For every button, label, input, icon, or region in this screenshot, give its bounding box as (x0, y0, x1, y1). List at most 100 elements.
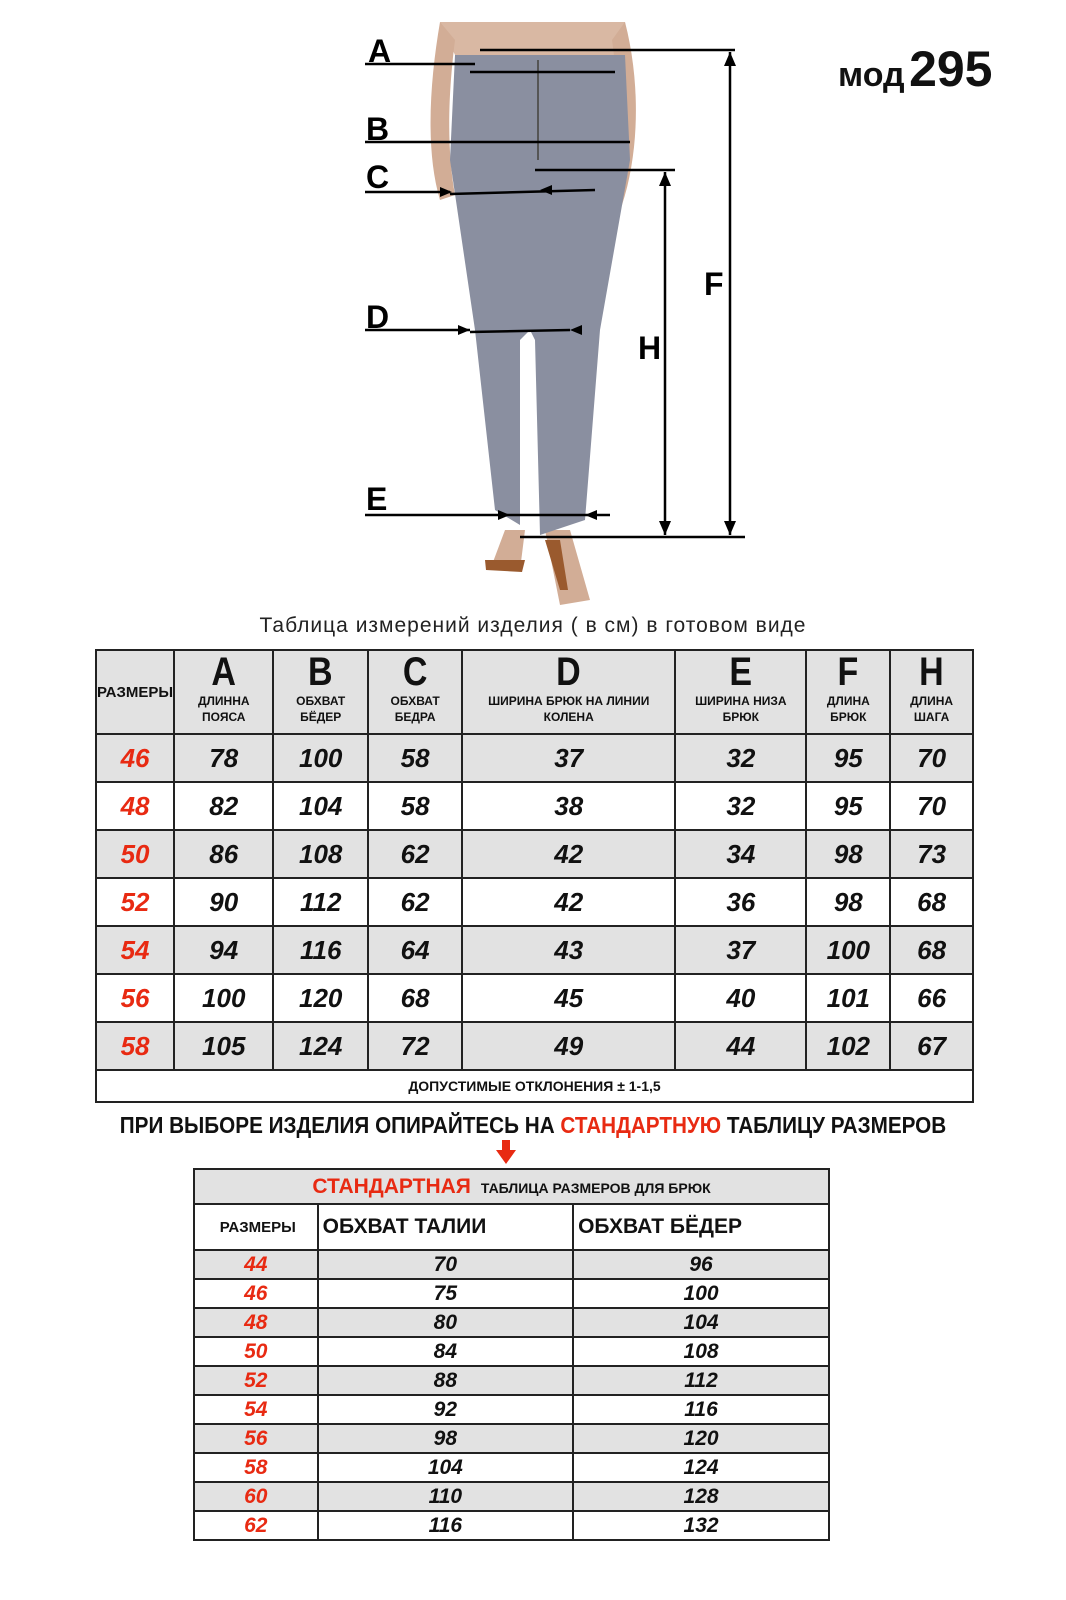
value-cell: 72 (367, 1021, 464, 1071)
size-cell: 62 (193, 1510, 319, 1541)
arrow-down-icon (496, 1140, 516, 1164)
value-cell: 120 (572, 1423, 830, 1454)
size-cell: 54 (193, 1394, 319, 1425)
sandals (485, 540, 568, 590)
standard-size-table: СТАНДАРТНАЯ ТАБЛИЦА РАЗМЕРОВ ДЛЯ БРЮК РАЗМ… (193, 1168, 830, 1541)
measure-table: РАЗМЕРЫ A ДЛИННА ПОЯСА B ОБХВАТ БЁДЕР C ОБХВАТ… (94, 649, 974, 1103)
label-c: C (366, 159, 389, 195)
column-header-c: C ОБХВАТ БЕДРА (367, 649, 464, 735)
table-row: 52 88 112 (193, 1365, 830, 1396)
value-cell: 116 (572, 1394, 830, 1425)
table-row: 56 98 120 (193, 1423, 830, 1454)
table-row: 48 80 104 (193, 1307, 830, 1338)
model-number: мод 295 (838, 40, 993, 98)
value-cell: 88 (316, 1365, 575, 1396)
table-row: 46 75 100 (193, 1278, 830, 1309)
value-cell: 34 (674, 829, 808, 879)
value-cell: 110 (316, 1481, 575, 1512)
header-row: РАЗМЕРЫ ОБХВАТ ТАЛИИ ОБХВАТ БЁДЕР (193, 1203, 830, 1251)
value-cell: 100 (572, 1278, 830, 1309)
value-cell: 58 (367, 733, 464, 783)
table-row: 58 105 124 72 49 44 102 67 (94, 1021, 974, 1071)
size-cell: 54 (94, 925, 176, 975)
value-cell: 42 (461, 829, 677, 879)
column-header: РАЗМЕРЫ (193, 1203, 319, 1251)
value-cell: 92 (316, 1394, 575, 1425)
table-row: 54 94 116 64 43 37 100 68 (94, 925, 974, 975)
size-cell: 46 (193, 1278, 319, 1309)
table-row: 50 86 108 62 42 34 98 73 (94, 829, 974, 879)
value-cell: 73 (889, 829, 974, 879)
label-b: B (366, 111, 389, 147)
value-cell: 90 (173, 877, 275, 927)
value-cell: 104 (572, 1307, 830, 1338)
model-torso (440, 22, 628, 55)
table-row: 44 70 96 (193, 1249, 830, 1280)
value-cell: 116 (316, 1510, 575, 1541)
value-cell: 112 (272, 877, 370, 927)
size-cell: 52 (193, 1365, 319, 1396)
advice-highlight: СТАНДАРТНУЮ (560, 1112, 722, 1138)
value-cell: 104 (316, 1452, 575, 1483)
value-cell: 108 (572, 1336, 830, 1367)
title-row: СТАНДАРТНАЯ ТАБЛИЦА РАЗМЕРОВ ДЛЯ БРЮК (193, 1168, 830, 1205)
value-cell: 98 (805, 829, 892, 879)
size-cell: 50 (94, 829, 176, 879)
value-cell: 124 (572, 1452, 830, 1483)
column-label: ОБХВАТ БЁДЕР (296, 694, 346, 724)
column-label: ДЛИНА ШАГА (910, 694, 954, 724)
value-cell: 68 (367, 973, 464, 1023)
value-cell: 98 (805, 877, 892, 927)
column-header: ОБХВАТ ТАЛИИ (316, 1203, 575, 1251)
value-cell: 124 (272, 1021, 370, 1071)
column-label: ШИРИНА НИЗА БРЮК (695, 694, 787, 724)
size-cell: 56 (193, 1423, 319, 1454)
column-label: ОБХВАТ БЕДРА (390, 694, 440, 724)
table-row: 56 100 120 68 45 40 101 66 (94, 973, 974, 1023)
value-cell: 66 (889, 973, 974, 1023)
value-cell: 100 (805, 925, 892, 975)
value-cell: 36 (674, 877, 808, 927)
size-cell: 48 (94, 781, 176, 831)
table-row: 50 84 108 (193, 1336, 830, 1367)
label-e: E (366, 481, 387, 517)
value-cell: 62 (367, 877, 464, 927)
value-cell: 49 (461, 1021, 677, 1071)
size-cell: 58 (94, 1021, 176, 1071)
value-cell: 58 (367, 781, 464, 831)
value-cell: 32 (674, 781, 808, 831)
title-red: СТАНДАРТНАЯ (312, 1174, 471, 1198)
value-cell: 64 (367, 925, 464, 975)
value-cell: 104 (272, 781, 370, 831)
value-cell: 94 (173, 925, 275, 975)
advice-heading: ПРИ ВЫБОРЕ ИЗДЕЛИЯ ОПИРАЙТЕСЬ НА СТАНДАР… (53, 1112, 1012, 1139)
pants-measurement-diagram: A B C D E F H (365, 22, 745, 605)
title-rest: ТАБЛИЦА РАЗМЕРОВ ДЛЯ БРЮК (480, 1179, 711, 1196)
table-row: 62 116 132 (193, 1510, 830, 1541)
table-row: 46 78 100 58 37 32 95 70 (94, 733, 974, 783)
value-cell: 100 (173, 973, 275, 1023)
value-cell: 70 (889, 733, 974, 783)
size-cell: 44 (193, 1249, 319, 1280)
value-cell: 68 (889, 877, 974, 927)
advice-before: ПРИ ВЫБОРЕ ИЗДЕЛИЯ ОПИРАЙТЕСЬ НА (119, 1112, 561, 1138)
model-left-arm (430, 22, 455, 200)
column-letter: H (919, 650, 944, 694)
value-cell: 100 (272, 733, 370, 783)
size-cell: 50 (193, 1336, 319, 1367)
column-label: ДЛИННА ПОЯСА (197, 694, 250, 724)
column-letter: B (308, 650, 333, 694)
value-cell: 84 (316, 1336, 575, 1367)
label-h: H (638, 330, 661, 366)
value-cell: 120 (272, 973, 370, 1023)
column-header-f: F ДЛИНА БРЮК (805, 649, 892, 735)
value-cell: 98 (316, 1423, 575, 1454)
column-letter: F (837, 650, 859, 694)
advice-after: ТАБЛИЦУ РАЗМЕРОВ (721, 1112, 947, 1138)
value-cell: 37 (674, 925, 808, 975)
value-cell: 116 (272, 925, 370, 975)
tolerance-row: ДОПУСТИМЫЕ ОТКЛОНЕНИЯ ± 1-1,5 (95, 1069, 974, 1103)
column-letter: A (211, 650, 237, 694)
tolerance-note: ДОПУСТИМЫЕ ОТКЛОНЕНИЯ ± 1-1,5 (95, 1069, 974, 1103)
standard-table-title: СТАНДАРТНАЯ ТАБЛИЦА РАЗМЕРОВ ДЛЯ БРЮК (193, 1168, 830, 1205)
